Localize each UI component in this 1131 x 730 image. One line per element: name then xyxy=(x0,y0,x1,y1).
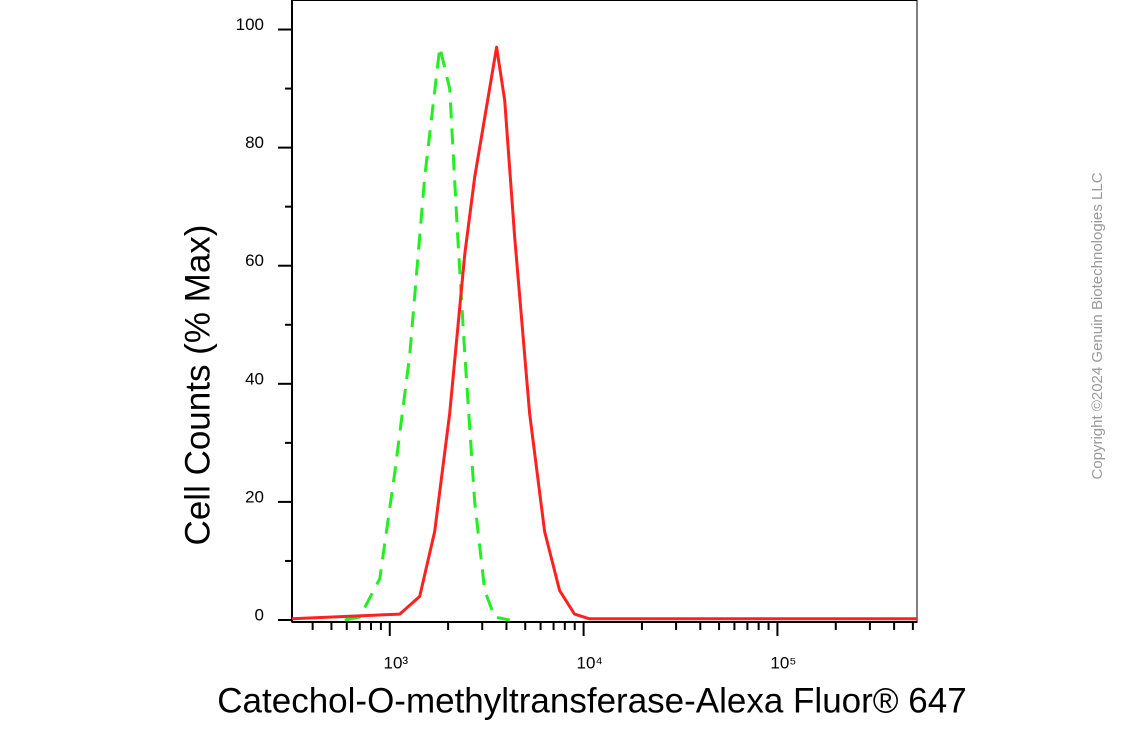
watermark: Copyright ©2024 Genuin Biotechnologies L… xyxy=(1089,172,1106,479)
y-tick-label: 40 xyxy=(245,369,264,388)
y-tick-label: 80 xyxy=(245,133,264,152)
y-tick-label: 20 xyxy=(245,487,264,506)
x-tick-label: 10⁴ xyxy=(576,653,602,672)
histogram-line xyxy=(344,45,510,622)
histogram-line xyxy=(291,45,917,621)
x-tick-label: 10⁵ xyxy=(770,653,796,672)
y-axis-label: Cell Counts (% Max) xyxy=(178,225,217,546)
y-tick-label: 60 xyxy=(245,251,264,270)
x-tick-label: 10³ xyxy=(383,653,408,672)
y-tick-label: 100 xyxy=(236,15,264,34)
x-axis-label: Catechol-O-methyltransferase-Alexa Fluor… xyxy=(217,681,966,720)
y-tick-label: 0 xyxy=(255,605,264,624)
